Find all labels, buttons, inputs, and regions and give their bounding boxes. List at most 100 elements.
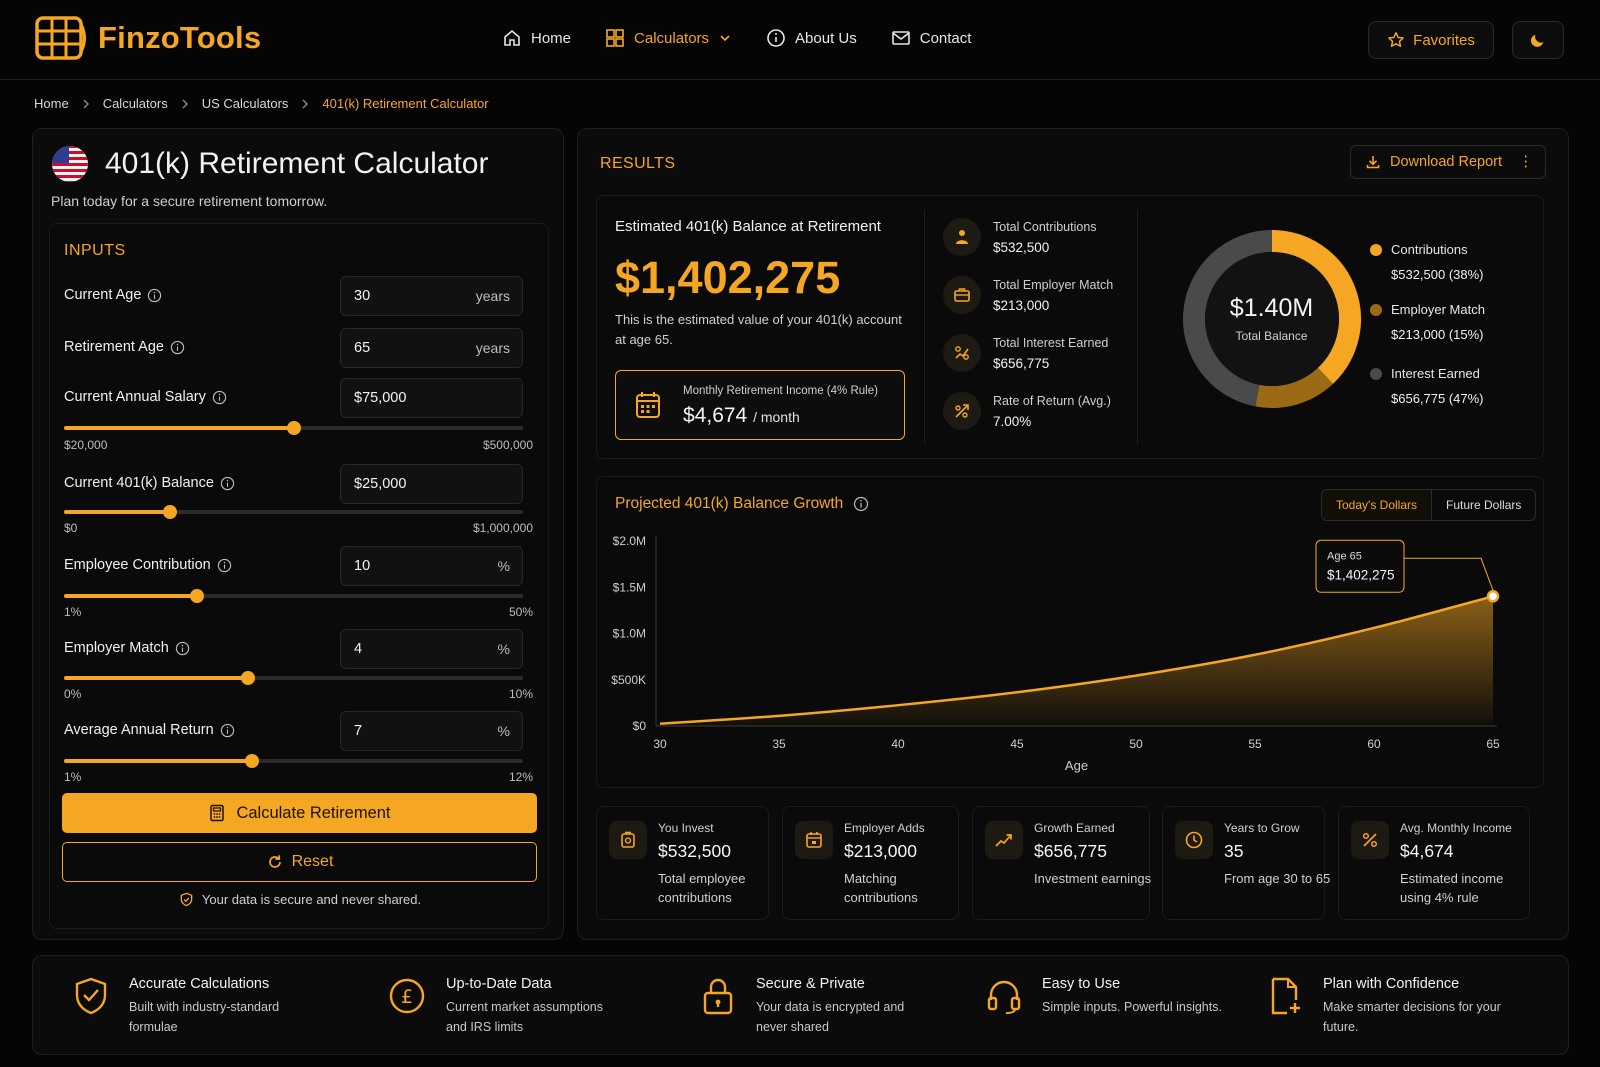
annual-salary-slider[interactable] xyxy=(64,421,523,435)
results-title: RESULTS xyxy=(600,155,676,172)
employer-match-label-text: Employer Match xyxy=(64,640,169,656)
tooltip-leader xyxy=(1404,557,1494,591)
results-panel: RESULTS Download Report ⋮ Estimated 401(… xyxy=(577,128,1569,940)
employer-match-unit: % xyxy=(497,641,510,657)
current-age-unit: years xyxy=(475,288,510,304)
tab-todays-dollars[interactable]: Today's Dollars xyxy=(1322,490,1432,520)
slider-handle[interactable] xyxy=(162,505,177,519)
balance-max: $1,000,000 xyxy=(472,521,533,535)
tile-description: Investment earnings xyxy=(1034,871,1152,886)
benefits-strip: Accurate Calculations Built with industry… xyxy=(32,955,1569,1055)
benefit-confidence: Plan with Confidence Make smarter decisio… xyxy=(1267,976,1503,1037)
stat-total-contributions: Total Contributions $532,500 xyxy=(943,218,1097,256)
slider-handle[interactable] xyxy=(190,589,205,603)
match-max: 10% xyxy=(508,687,533,701)
tab-future-dollars[interactable]: Future Dollars xyxy=(1446,498,1522,512)
employer-match-slider[interactable] xyxy=(64,671,523,685)
y-tick-label: $500K xyxy=(611,673,646,687)
info-icon[interactable] xyxy=(220,476,235,491)
nav-calculators-label: Calculators xyxy=(634,29,710,47)
x-tick-label: 35 xyxy=(772,737,786,751)
tooltip-label: Age 65 xyxy=(1327,550,1362,562)
annual-salary-input[interactable]: $75,000 xyxy=(340,378,523,418)
balance-donut-chart xyxy=(1181,228,1363,410)
logo[interactable]: FinzoTools xyxy=(34,14,261,62)
stat-label: Rate of Return (Avg.) xyxy=(993,394,1111,408)
download-report-label: Download Report xyxy=(1390,154,1503,170)
divider xyxy=(924,210,925,444)
current-balance-label-text: Current 401(k) Balance xyxy=(64,475,214,491)
current-balance-slider[interactable] xyxy=(64,505,523,519)
legend-value: $213,000 (15%) xyxy=(1391,327,1484,342)
benefit-easy: Easy to Use Simple inputs. Powerful insig… xyxy=(986,976,1222,1017)
theme-toggle-button[interactable] xyxy=(1512,21,1564,59)
breadcrumb-home[interactable]: Home xyxy=(34,96,69,111)
breadcrumb-calculators[interactable]: Calculators xyxy=(102,96,168,111)
retirement-age-label-text: Retirement Age xyxy=(64,339,164,355)
more-options-icon[interactable]: ⋮ xyxy=(1518,154,1534,170)
tile-years-to-grow: Years to Grow 35 From age 30 to 65 xyxy=(1162,806,1330,920)
benefit-title: Up-to-Date Data xyxy=(446,976,552,992)
employee-contribution-slider[interactable] xyxy=(64,589,523,603)
nav-contact[interactable]: Contact xyxy=(891,28,971,48)
tile-value: $532,500 xyxy=(658,841,731,861)
area-fill xyxy=(660,596,1493,726)
stat-value: $656,775 xyxy=(993,356,1050,371)
current-balance-input[interactable]: $25,000 xyxy=(340,464,523,504)
employer-match-input[interactable]: 4 % xyxy=(340,629,523,669)
lock-icon xyxy=(703,978,733,1015)
benefit-title: Accurate Calculations xyxy=(129,976,270,992)
estimate-label: Estimated 401(k) Balance at Retirement xyxy=(615,218,881,235)
legend-dot xyxy=(1370,243,1382,256)
benefit-description: Current market assumptions and IRS limit… xyxy=(446,1000,604,1034)
breadcrumb-us-calculators[interactable]: US Calculators xyxy=(201,96,289,111)
legend-employer-match: Employer Match $213,000 (15%) xyxy=(1370,302,1485,342)
info-icon[interactable] xyxy=(170,340,185,355)
calculate-button[interactable]: Calculate Retirement xyxy=(62,793,537,833)
current-age-input[interactable]: 30 years xyxy=(340,276,523,316)
donut-center-label: Total Balance xyxy=(1235,329,1308,343)
info-icon[interactable] xyxy=(212,390,227,405)
info-icon[interactable] xyxy=(853,496,869,512)
favorites-label: Favorites xyxy=(1413,31,1475,49)
info-icon[interactable] xyxy=(220,723,235,738)
employee-contribution-input[interactable]: 10 % xyxy=(340,546,523,586)
grid-icon xyxy=(606,29,624,47)
nav-about[interactable]: About Us xyxy=(766,28,857,48)
x-tick-label: 55 xyxy=(1248,737,1262,751)
chevron-right-icon xyxy=(83,99,89,108)
info-icon[interactable] xyxy=(175,641,190,656)
stat-value: 7.00% xyxy=(993,414,1032,429)
slider-handle[interactable] xyxy=(245,754,260,768)
donut-slice-employer-match xyxy=(1255,367,1333,408)
x-tick-label: 60 xyxy=(1367,737,1381,751)
nav-home[interactable]: Home xyxy=(502,28,571,48)
growth-chart: $0 $500K $1.0M $1.5M $2.0M 30 35 40 45 50 55 60 65 Ag… xyxy=(611,534,1500,773)
tooltip-box xyxy=(1315,539,1405,593)
annual-return-slider[interactable] xyxy=(64,754,523,768)
monthly-income-value-row: $4,674 / month xyxy=(683,404,800,428)
download-report-button[interactable]: Download Report ⋮ xyxy=(1350,145,1546,179)
employee-contribution-label-text: Employee Contribution xyxy=(64,557,211,573)
nav-calculators[interactable]: Calculators xyxy=(605,28,732,48)
tile-description: Matching contributions xyxy=(844,871,918,905)
benefit-title: Easy to Use xyxy=(1042,976,1121,992)
reset-button[interactable]: Reset xyxy=(62,842,537,882)
logo-icon xyxy=(35,16,86,60)
main-nav: Home Calculators About Us Contact xyxy=(502,28,971,48)
slider-handle[interactable] xyxy=(240,671,255,685)
end-point-marker[interactable] xyxy=(1486,590,1500,603)
summary-tiles: You Invest $532,500 Total employee contr… xyxy=(596,806,1544,920)
retirement-age-input[interactable]: 65 years xyxy=(340,328,523,368)
return-max: 12% xyxy=(508,770,533,784)
tile-avg-monthly-income: Avg. Monthly Income $4,674 Estimated inc… xyxy=(1338,806,1530,920)
info-icon[interactable] xyxy=(217,558,232,573)
annual-return-input[interactable]: 7 % xyxy=(340,711,523,751)
salary-min: $20,000 xyxy=(64,438,108,452)
slider-handle[interactable] xyxy=(286,421,301,435)
stat-total-interest: Total Interest Earned $656,775 xyxy=(943,334,1108,372)
favorites-button[interactable]: Favorites xyxy=(1368,21,1494,59)
info-icon[interactable] xyxy=(147,288,162,303)
secure-note-text: Your data is secure and never shared. xyxy=(201,892,422,907)
slider-fill xyxy=(64,594,198,598)
